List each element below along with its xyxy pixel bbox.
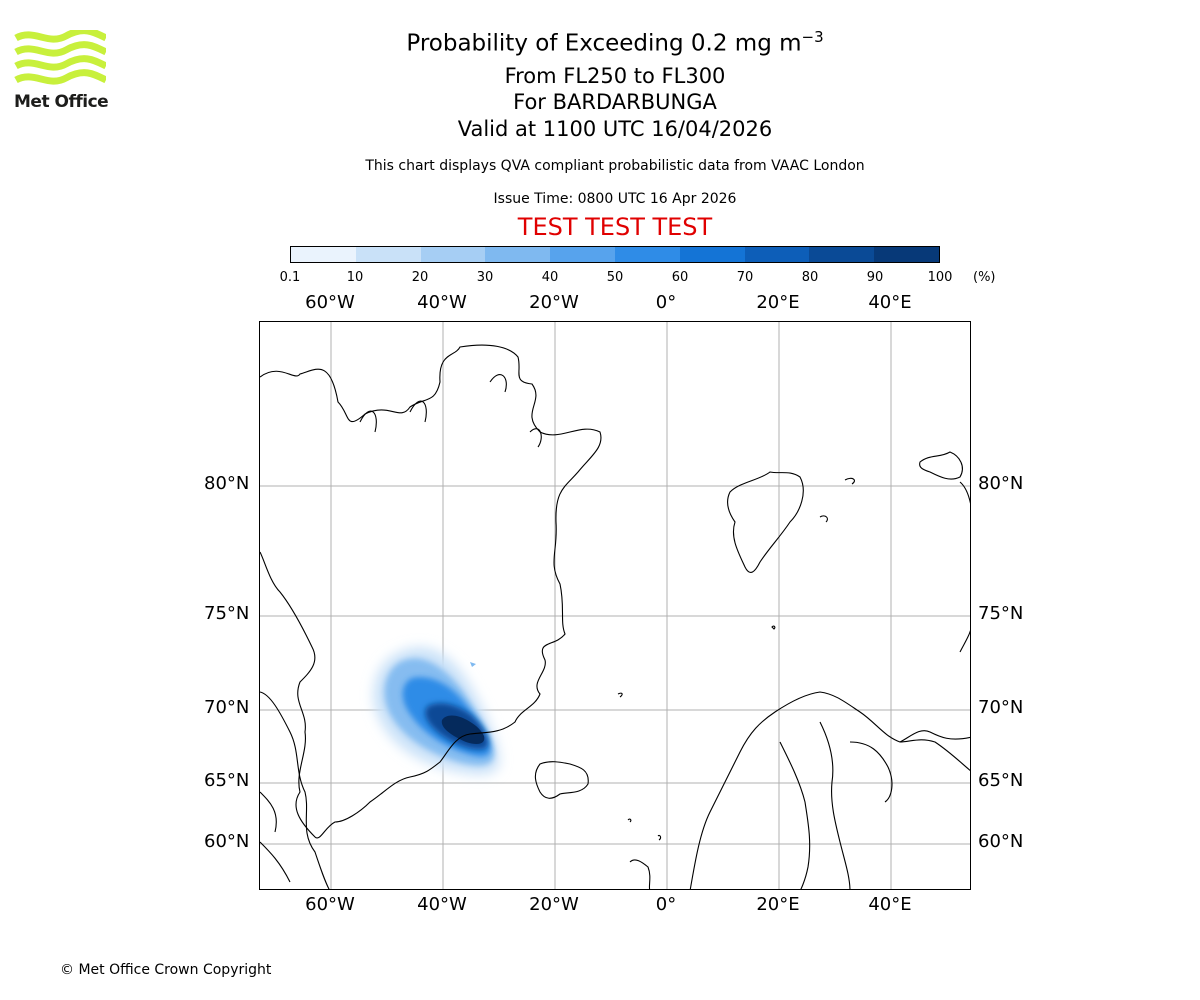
colorbar-segment: [679, 247, 745, 262]
lat-label-left: 60°N: [204, 831, 250, 852]
lat-label-right: 70°N: [978, 697, 1024, 718]
lat-label-left: 80°N: [204, 473, 250, 494]
lat-label-left: 65°N: [204, 770, 250, 791]
colorbar-tick-label: 50: [606, 270, 624, 285]
subtitle-valid-time: Valid at 1100 UTC 16/04/2026: [457, 117, 773, 141]
lon-label-top: 60°W: [305, 292, 355, 313]
colorbar-tick-label: 0.1: [279, 270, 301, 285]
colorbar-tick-label: 10: [346, 270, 364, 285]
colorbar-segment: [485, 247, 551, 262]
lon-label-bottom: 60°W: [305, 894, 355, 915]
subtitle-volcano: For BARDARBUNGA: [513, 90, 717, 114]
colorbar-tick-label: 90: [866, 270, 884, 285]
lon-label-bottom: 0°: [655, 894, 677, 915]
lon-label-top: 40°E: [868, 292, 912, 313]
colorbar-tick-label: 100: [927, 270, 953, 285]
colorbar-tick-label: 30: [476, 270, 494, 285]
franz-josef-coastline: [919, 451, 963, 480]
coastlines: [260, 344, 970, 889]
probability-colorbar: [290, 246, 940, 263]
lat-label-right: 80°N: [978, 473, 1024, 494]
test-banner: TEST TEST TEST: [517, 213, 713, 241]
lat-label-left: 70°N: [204, 697, 250, 718]
colorbar-tick-label: 40: [541, 270, 559, 285]
colorbar-segment: [355, 247, 421, 262]
colorbar-unit: (%): [973, 270, 996, 285]
copyright-notice: © Met Office Crown Copyright: [60, 962, 272, 978]
lon-label-top: 20°E: [756, 292, 800, 313]
colorbar-segment: [420, 247, 486, 262]
ash-probability-plume: [373, 647, 500, 775]
lon-label-bottom: 20°E: [756, 894, 800, 915]
colorbar-segment: [614, 247, 680, 262]
lon-label-top: 0°: [655, 292, 677, 313]
lon-label-bottom: 40°E: [868, 894, 912, 915]
met-office-wave-icon: [14, 27, 108, 85]
iceland-coastline: [534, 761, 589, 799]
colorbar-segment: [550, 247, 615, 262]
qva-note: This chart displays QVA compliant probab…: [365, 158, 865, 174]
map-canvas: [260, 322, 970, 889]
map-panel[interactable]: [259, 321, 971, 890]
lat-label-right: 75°N: [978, 603, 1024, 624]
met-office-logo: Met Office: [14, 27, 109, 112]
title-text: Probability of Exceeding 0.2 mg m: [406, 30, 802, 57]
lon-label-top: 20°W: [529, 292, 579, 313]
lat-label-left: 75°N: [204, 603, 250, 624]
colorbar-tick-label: 80: [801, 270, 819, 285]
issue-time: Issue Time: 0800 UTC 16 Apr 2026: [493, 191, 737, 207]
chart-title: Probability of Exceeding 0.2 mg m−3: [0, 28, 1200, 57]
colorbar-tick-label: 60: [671, 270, 689, 285]
lon-label-bottom: 20°W: [529, 894, 579, 915]
colorbar-tick-label: 20: [411, 270, 429, 285]
scandinavia-coastline: [689, 691, 970, 889]
colorbar-segment: [291, 247, 356, 262]
colorbar-tick-label: 70: [736, 270, 754, 285]
uk-coastline: [629, 859, 651, 889]
colorbar-segment: [809, 247, 875, 262]
title-exponent: −3: [801, 28, 824, 46]
logo-text: Met Office: [14, 92, 109, 112]
canada-coastline: [260, 691, 330, 889]
lat-label-right: 60°N: [978, 831, 1024, 852]
svalbard-coastline: [726, 471, 804, 573]
lon-label-top: 40°W: [417, 292, 467, 313]
lon-label-bottom: 40°W: [417, 894, 467, 915]
lat-label-right: 65°N: [978, 770, 1024, 791]
colorbar-segment: [744, 247, 810, 262]
greenland-coastline: [260, 344, 602, 839]
colorbar-segment: [874, 247, 939, 262]
subtitle-flight-levels: From FL250 to FL300: [504, 64, 726, 88]
